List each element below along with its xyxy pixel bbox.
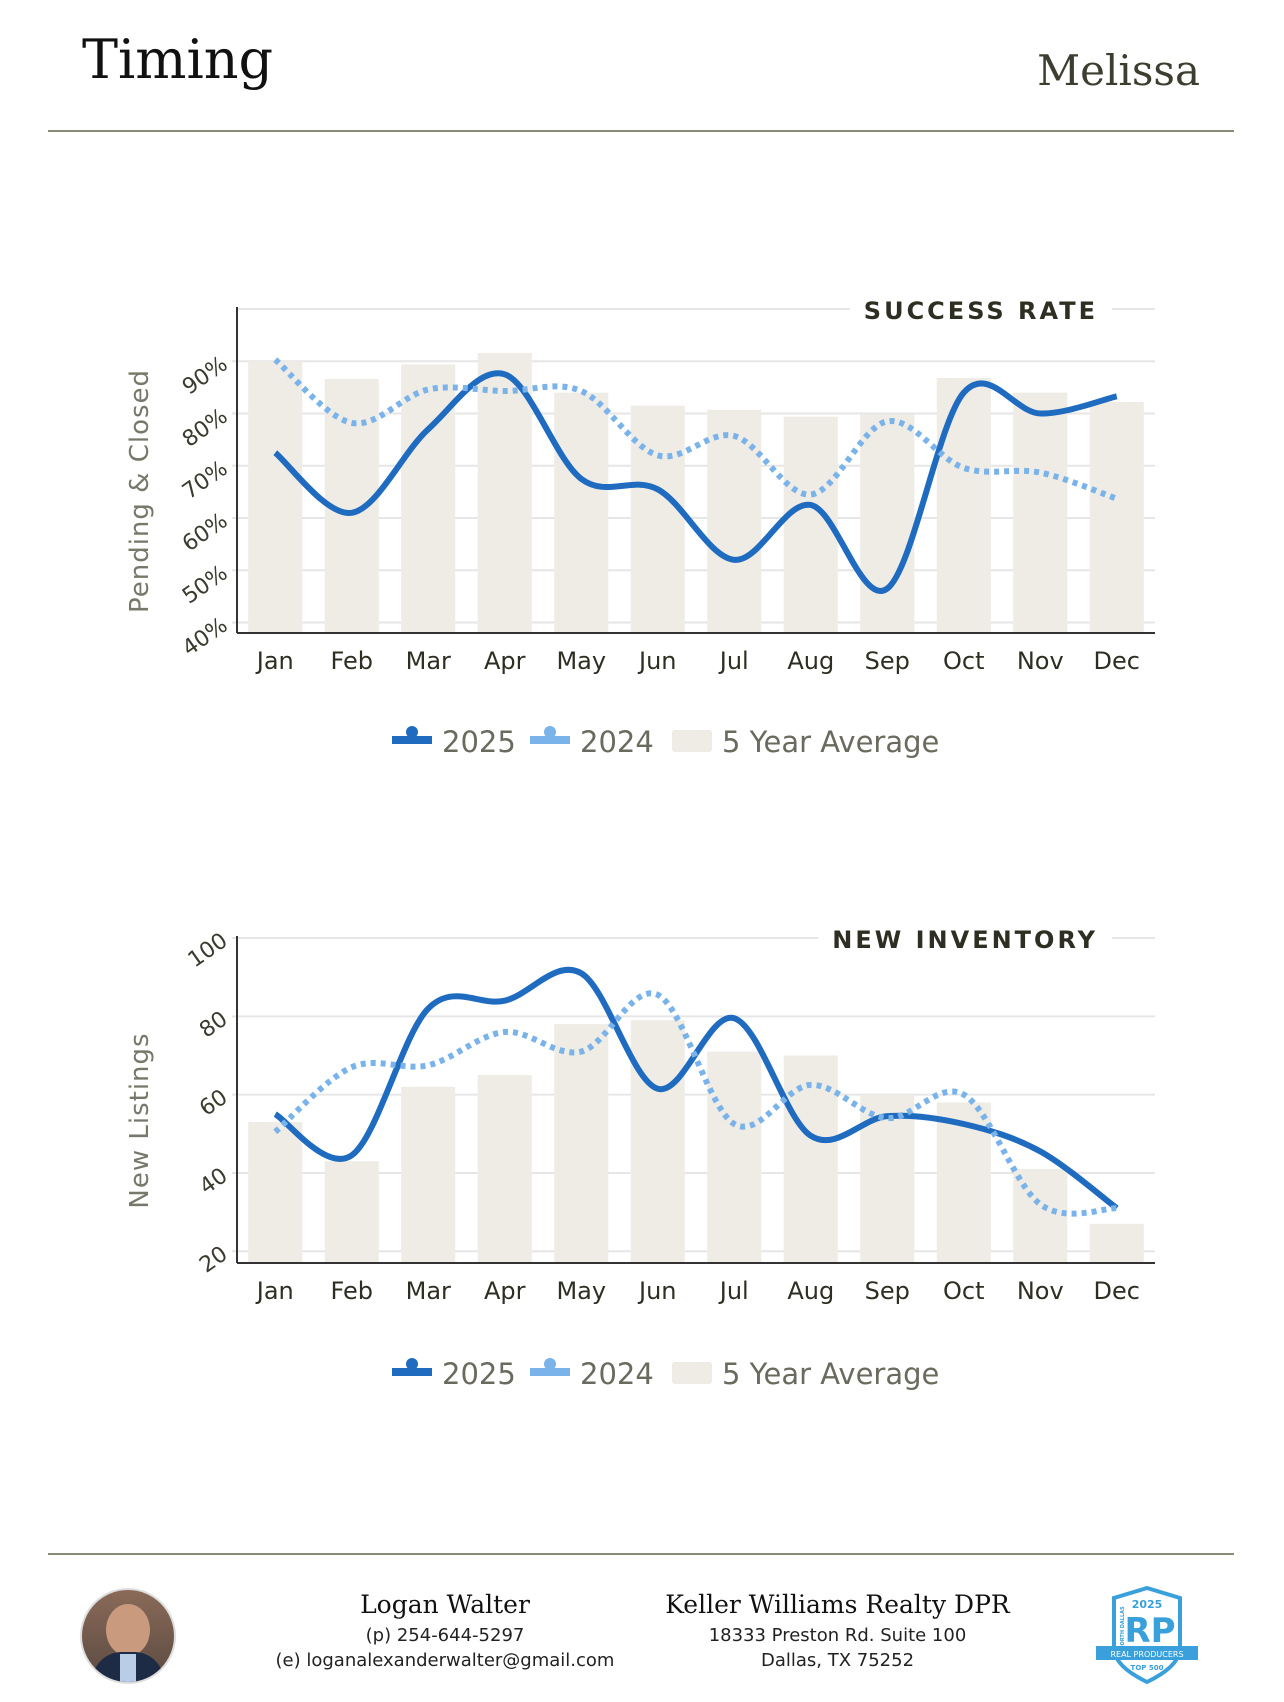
x-tick-label: Feb — [331, 647, 374, 675]
badge-letters: RP — [1124, 1611, 1175, 1651]
company-name: Keller Williams Realty DPR — [665, 1590, 1010, 1619]
bar-5yr-avg — [936, 377, 991, 633]
bar-5yr-avg — [248, 1122, 303, 1263]
x-tick-label: Nov — [1017, 647, 1064, 675]
x-tick-label: Feb — [331, 1277, 374, 1305]
legend-swatch-2025 — [392, 1368, 432, 1376]
bar-5yr-avg — [248, 361, 303, 633]
title-mask — [818, 934, 1112, 942]
legend-label: 2025 — [442, 725, 516, 759]
x-tick-label: Oct — [943, 647, 985, 675]
agent-avatar — [80, 1588, 176, 1684]
bar-5yr-avg — [554, 392, 609, 633]
x-tick-label: Apr — [484, 647, 526, 675]
bar-5yr-avg — [554, 1024, 609, 1263]
bar-5yr-avg — [860, 414, 915, 633]
legend-marker-2025 — [406, 726, 418, 738]
x-tick-label: Mar — [406, 647, 451, 675]
bar-5yr-avg — [1013, 1169, 1068, 1263]
y-axis-label: Pending & Closed — [125, 369, 155, 613]
x-tick-label: Dec — [1094, 647, 1140, 675]
x-tick-label: May — [556, 1277, 606, 1305]
y-tick-label: 60 — [195, 1085, 232, 1122]
line-series-2024 — [273, 990, 1117, 1217]
x-tick-label: Jun — [637, 1277, 677, 1305]
x-tick-label: Jul — [718, 647, 749, 675]
company-info: Keller Williams Realty DPR 18333 Preston… — [650, 1590, 1025, 1671]
bar-5yr-avg — [1089, 402, 1144, 633]
bar-5yr-avg — [401, 1086, 456, 1263]
x-tick-label: Oct — [943, 1277, 985, 1305]
x-tick-label: Sep — [865, 1277, 910, 1305]
bar-5yr-avg — [324, 1161, 379, 1263]
bar-5yr-avg — [630, 405, 685, 633]
x-tick-label: Apr — [484, 1277, 526, 1305]
x-tick-label: Aug — [787, 647, 834, 675]
badge-side-text: NORTH DALLAS — [1120, 1606, 1126, 1650]
x-tick-label: Jan — [255, 647, 294, 675]
legend-label: 2025 — [442, 1357, 516, 1391]
page-title: Timing — [82, 28, 274, 91]
company-address-line1: 18333 Preston Rd. Suite 100 — [708, 1625, 967, 1646]
y-tick-label: 80 — [195, 1007, 232, 1044]
header-divider — [48, 130, 1234, 132]
y-axis-label: New Listings — [125, 1032, 155, 1208]
legend-swatch-bars — [672, 1362, 712, 1384]
legend-label: 2024 — [580, 1357, 654, 1391]
badge-banner: REAL PRODUCERS — [1110, 1650, 1183, 1659]
x-tick-label: Jan — [255, 1277, 294, 1305]
legend-marker-2025 — [406, 1358, 418, 1370]
x-tick-label: Nov — [1017, 1277, 1064, 1305]
line-series-2025 — [273, 370, 1118, 594]
x-tick-label: Aug — [787, 1277, 834, 1305]
bar-5yr-avg — [630, 1020, 685, 1263]
agent-phone[interactable]: (p) 254-644-5297 — [365, 1625, 525, 1646]
company-address-line2: Dallas, TX 75252 — [760, 1650, 915, 1671]
legend-swatch-2025 — [392, 736, 432, 744]
x-tick-label: Sep — [865, 647, 910, 675]
x-tick-label: Jul — [718, 1277, 749, 1305]
legend-marker-2024 — [544, 1358, 556, 1370]
line-series-2024 — [273, 357, 1118, 502]
footer-divider — [48, 1553, 1234, 1555]
legend-label: 2024 — [580, 725, 654, 759]
legend-swatch-2024 — [530, 1368, 570, 1376]
agent-info: Logan Walter (p) 254-644-5297 (e) logana… — [250, 1590, 640, 1671]
legend-marker-2024 — [544, 726, 556, 738]
line-series-2025 — [273, 966, 1119, 1211]
y-tick-label: 100 — [184, 928, 233, 973]
bar-5yr-avg — [1013, 392, 1068, 633]
x-tick-label: May — [556, 647, 606, 675]
chart-title: NEW INVENTORY — [832, 926, 1098, 954]
y-tick-label: 20 — [195, 1242, 232, 1279]
agent-name: Logan Walter — [360, 1590, 530, 1619]
agent-email[interactable]: (e) loganalexanderwalter@gmail.com — [275, 1650, 615, 1671]
chart-title: SUCCESS RATE — [864, 297, 1098, 325]
title-mask — [849, 305, 1112, 313]
bar-5yr-avg — [707, 1051, 762, 1263]
real-producers-badge: 2025 NORTH DALLAS RP REAL PRODUCERS TOP … — [1096, 1586, 1198, 1685]
new-inventory-chart: 20 40 60 80 100 NEW INVENTORY Jan Feb Mar Apr May J… — [125, 926, 1155, 1391]
x-tick-label: Dec — [1094, 1277, 1140, 1305]
legend-swatch-bars — [672, 730, 712, 752]
city-name: Melissa — [1037, 46, 1200, 95]
bar-5yr-avg — [477, 352, 532, 633]
x-tick-label: Jun — [637, 647, 677, 675]
x-tick-label: Mar — [406, 1277, 451, 1305]
bar-5yr-avg — [477, 1075, 532, 1263]
legend-label: 5 Year Average — [722, 1357, 939, 1391]
legend-label: 5 Year Average — [722, 725, 939, 759]
legend-swatch-2024 — [530, 736, 570, 744]
y-tick-label: 40 — [195, 1163, 232, 1200]
badge-year: 2025 — [1132, 1598, 1163, 1611]
badge-sub: TOP 500 — [1131, 1664, 1164, 1672]
bar-5yr-avg — [1089, 1223, 1144, 1263]
